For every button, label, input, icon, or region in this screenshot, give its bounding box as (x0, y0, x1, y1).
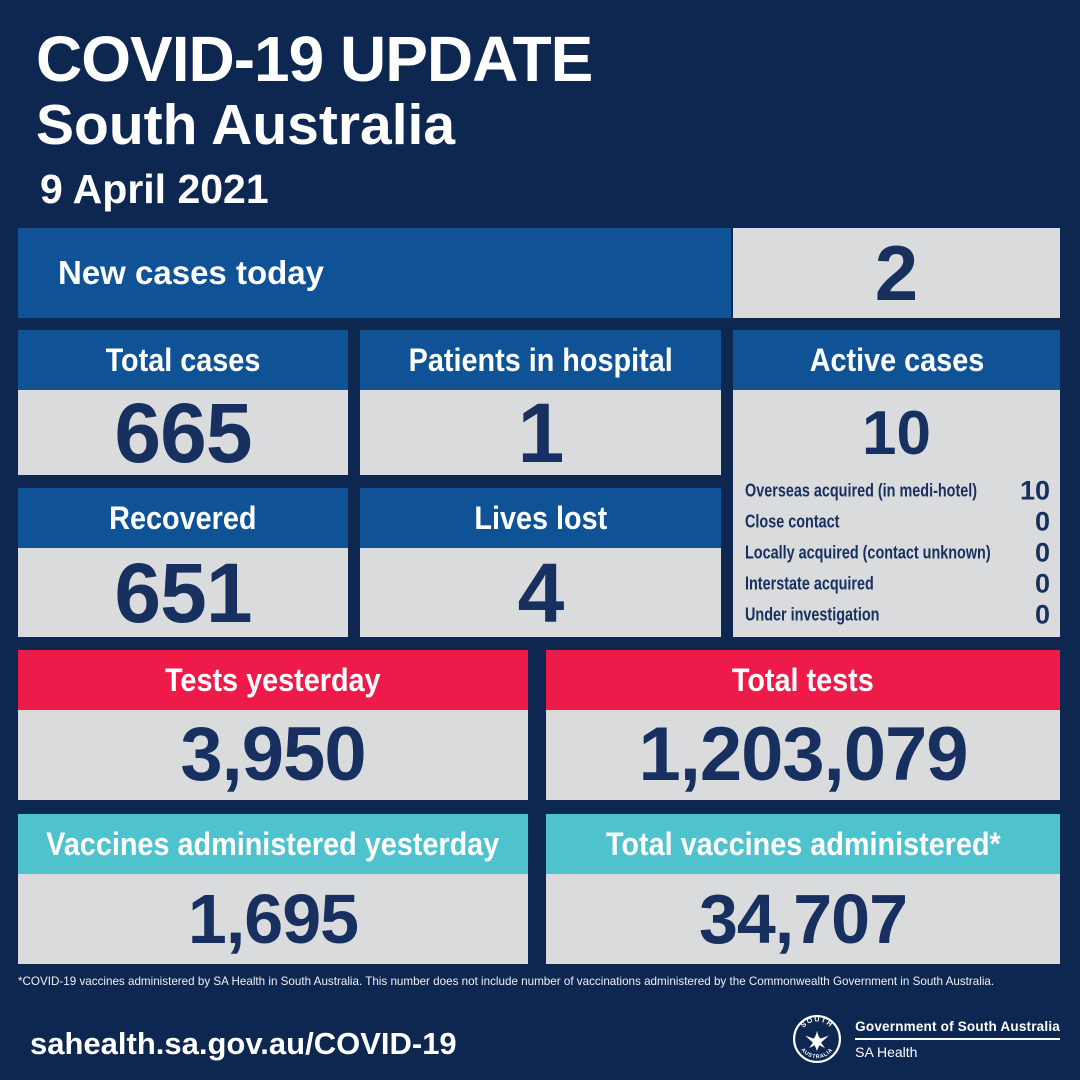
sa-health-label: SA Health (855, 1043, 918, 1060)
active-cases-body: 10 Overseas acquired (in medi-hotel) 10 … (733, 390, 1060, 637)
active-cases-header: Active cases (733, 330, 1060, 390)
total-vaccines-value: 34,707 (546, 874, 1060, 964)
breakdown-label: Under investigation (745, 604, 880, 624)
lives-lost-header: Lives lost (360, 488, 721, 548)
breakdown-label: Interstate acquired (745, 573, 874, 593)
patients-in-hospital-value: 1 (360, 390, 721, 475)
tests-yesterday-label: Tests yesterday (165, 661, 381, 698)
lives-lost-label: Lives lost (474, 499, 607, 536)
breakdown-row-interstate: Interstate acquired 0 (733, 568, 1060, 599)
new-cases-row: New cases today 2 (18, 228, 1060, 318)
total-vaccines-label: Total vaccines administered* (605, 825, 1001, 862)
breakdown-row-locally-acquired: Locally acquired (contact unknown) 0 (733, 537, 1060, 568)
breakdown-value: 0 (1034, 568, 1050, 598)
stats-grid: Total cases 665 Recovered 651 Patients i… (18, 330, 1060, 637)
active-cases-card: Active cases 10 Overseas acquired (in me… (733, 330, 1060, 637)
recovered-header: Recovered (18, 488, 348, 548)
breakdown-row-close-contact: Close contact 0 (733, 506, 1060, 537)
government-label: Government of South Australia (855, 1019, 1060, 1040)
total-tests-card: Total tests 1,203,079 (546, 650, 1060, 800)
vaccines-yesterday-card: Vaccines administered yesterday 1,695 (18, 814, 528, 964)
breakdown-label: Close contact (745, 511, 840, 531)
page-title: COVID-19 UPDATE (36, 23, 593, 95)
website-url: sahealth.sa.gov.au/COVID-19 (30, 1026, 457, 1061)
active-cases-label: Active cases (809, 341, 984, 378)
breakdown-row-under-investigation: Under investigation 0 (733, 599, 1060, 630)
patients-in-hospital-label: Patients in hospital (408, 341, 673, 378)
patients-in-hospital-card: Patients in hospital 1 (360, 330, 721, 475)
breakdown-label: Overseas acquired (in medi-hotel) (745, 480, 978, 500)
tests-yesterday-header: Tests yesterday (18, 650, 528, 710)
vaccines-yesterday-header: Vaccines administered yesterday (18, 814, 528, 874)
total-cases-header: Total cases (18, 330, 348, 390)
breakdown-value: 10 (1019, 475, 1050, 505)
report-date: 9 April 2021 (40, 166, 269, 212)
patients-in-hospital-header: Patients in hospital (360, 330, 721, 390)
recovered-value: 651 (18, 548, 348, 637)
vaccines-yesterday-label: Vaccines administered yesterday (46, 825, 500, 862)
total-cases-card: Total cases 665 (18, 330, 348, 475)
logo-circle-top-text: SOUTH (799, 1015, 833, 1029)
total-tests-value: 1,203,079 (546, 710, 1060, 800)
page-subtitle: South Australia (36, 93, 456, 157)
lives-lost-card: Lives lost 4 (360, 488, 721, 637)
active-cases-value: 10 (862, 399, 931, 468)
new-cases-value: 2 (733, 228, 1060, 318)
breakdown-value: 0 (1034, 506, 1050, 536)
tests-yesterday-value: 3,950 (18, 710, 528, 800)
total-cases-label: Total cases (105, 341, 261, 378)
new-cases-label: New cases today (18, 228, 731, 318)
tests-row: Tests yesterday 3,950 Total tests 1,203,… (18, 650, 1060, 800)
vaccines-row: Vaccines administered yesterday 1,695 To… (18, 814, 1060, 964)
vaccines-yesterday-value: 1,695 (18, 874, 528, 964)
sa-government-logo: SOUTH AUSTRALIA Government of South Aust… (792, 1014, 1060, 1064)
logo-text-block: Government of South Australia SA Health (855, 1019, 1060, 1060)
piping-shrike-icon: SOUTH AUSTRALIA (793, 1015, 842, 1063)
breakdown-row-overseas: Overseas acquired (in medi-hotel) 10 (733, 475, 1060, 506)
tests-yesterday-card: Tests yesterday 3,950 (18, 650, 528, 800)
recovered-label: Recovered (109, 499, 257, 536)
vaccines-footnote: *COVID-19 vaccines administered by SA He… (18, 974, 995, 988)
breakdown-label: Locally acquired (contact unknown) (745, 542, 991, 562)
svg-text:SOUTH: SOUTH (799, 1015, 834, 1029)
recovered-card: Recovered 651 (18, 488, 348, 637)
breakdown-value: 0 (1034, 537, 1050, 567)
total-tests-header: Total tests (546, 650, 1060, 710)
total-vaccines-card: Total vaccines administered* 34,707 (546, 814, 1060, 964)
total-vaccines-header: Total vaccines administered* (546, 814, 1060, 874)
total-cases-value: 665 (18, 390, 348, 475)
breakdown-value: 0 (1034, 599, 1050, 629)
total-tests-label: Total tests (732, 661, 874, 698)
lives-lost-value: 4 (360, 548, 721, 637)
